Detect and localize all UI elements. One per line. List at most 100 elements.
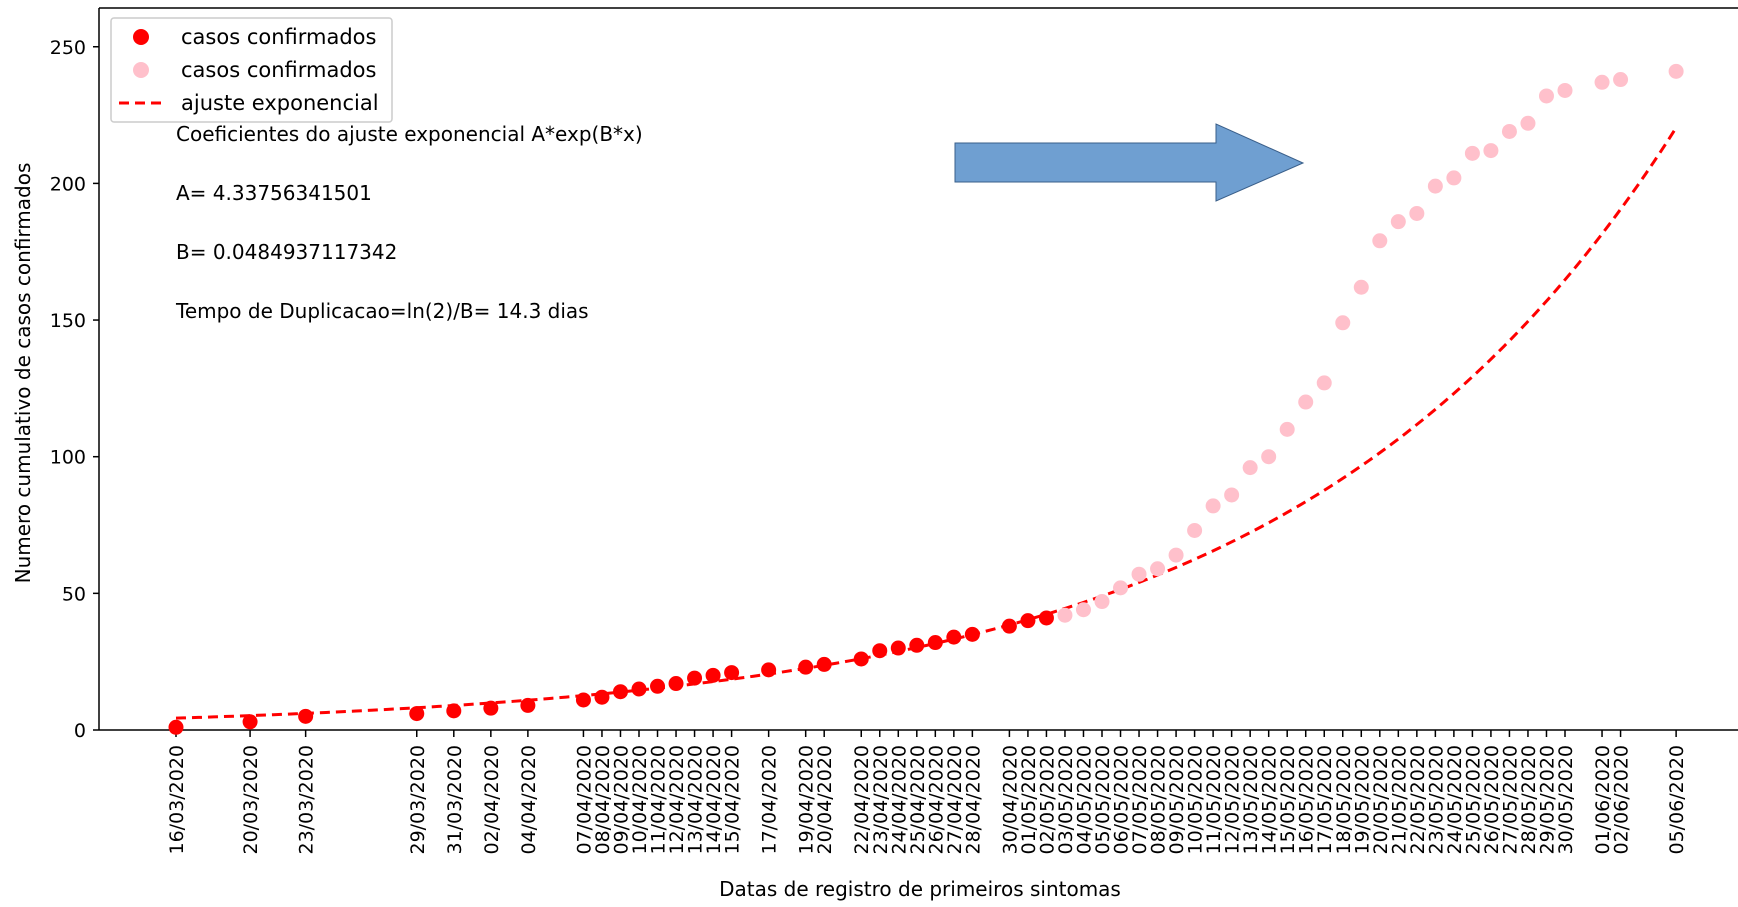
x-tick-label: 01/05/2020	[1018, 745, 1040, 855]
data-point-confirmed-later	[1446, 170, 1462, 186]
x-tick-label: 11/04/2020	[648, 745, 670, 855]
x-tick-label: 04/04/2020	[518, 745, 540, 855]
x-tick-label: 19/05/2020	[1351, 745, 1373, 855]
data-point-confirmed-later	[1372, 233, 1388, 249]
x-tick-label: 30/04/2020	[999, 745, 1021, 855]
data-point-confirmed	[890, 640, 906, 656]
x-tick-label: 02/06/2020	[1611, 745, 1633, 855]
y-tick-label: 100	[50, 447, 86, 469]
y-ticks: 0 50 100 150 200 250	[50, 37, 99, 742]
data-point-confirmed	[668, 676, 684, 692]
x-tick-label: 28/05/2020	[1518, 745, 1540, 855]
x-tick-label: 06/05/2020	[1111, 745, 1133, 855]
data-point-confirmed	[853, 651, 869, 667]
data-point-confirmed	[1020, 613, 1036, 629]
x-tick-label: 25/04/2020	[907, 745, 929, 855]
fit-curve	[175, 126, 1678, 720]
data-point-confirmed-later	[1298, 394, 1314, 410]
x-tick-label: 09/04/2020	[610, 745, 632, 855]
data-point-confirmed-later	[1390, 214, 1406, 230]
arrow-shape	[954, 123, 1305, 202]
x-tick-label: 26/05/2020	[1481, 745, 1503, 855]
annotation-a: A= 4.33756341501	[176, 181, 372, 205]
data-point-confirmed-later	[1205, 498, 1221, 514]
annotation-title: Coeficientes do ajuste exponencial A*exp…	[176, 122, 643, 146]
legend: casos confirmados casos confirmados ajus…	[110, 17, 393, 123]
x-ticks: 16/03/2020 20/03/2020 23/03/2020 29/03/2020…	[166, 730, 1688, 855]
data-point-confirmed-later	[1409, 205, 1425, 221]
x-tick-label: 17/05/2020	[1314, 745, 1336, 855]
data-point-confirmed	[705, 667, 721, 683]
data-point-confirmed	[520, 697, 536, 713]
y-tick-label: 250	[50, 37, 86, 59]
x-tick-label: 31/03/2020	[444, 745, 466, 855]
x-tick-label: 28/04/2020	[962, 745, 984, 855]
x-tick-label: 08/04/2020	[592, 745, 614, 855]
y-tick-label: 0	[74, 720, 86, 742]
x-tick-label: 16/05/2020	[1296, 745, 1318, 855]
data-point-confirmed	[927, 635, 943, 651]
data-point-confirmed	[168, 719, 184, 735]
data-point-confirmed-later	[1335, 315, 1351, 331]
x-tick-label: 14/05/2020	[1259, 745, 1281, 855]
x-tick-label: 25/05/2020	[1462, 745, 1484, 855]
annotation-doubling: Tempo de Duplicacao=ln(2)/B= 14.3 dias	[175, 299, 589, 323]
x-tick-label: 27/04/2020	[944, 745, 966, 855]
x-tick-label: 30/05/2020	[1555, 745, 1577, 855]
y-tick-label: 50	[62, 583, 86, 605]
data-point-confirmed-later	[1501, 123, 1517, 139]
data-point-confirmed	[872, 643, 888, 659]
y-tick-label: 200	[50, 173, 86, 195]
x-tick-label: 10/05/2020	[1185, 745, 1207, 855]
x-tick-label: 13/05/2020	[1240, 745, 1262, 855]
data-point-confirmed-later	[1187, 522, 1203, 538]
data-point-confirmed-later	[1353, 279, 1369, 295]
data-point-confirmed-later	[1483, 143, 1499, 159]
legend-marker-confirmed-later	[133, 62, 149, 78]
x-tick-label: 29/03/2020	[407, 745, 429, 855]
legend-box	[110, 17, 393, 123]
data-point-confirmed-later	[1168, 547, 1184, 563]
x-tick-label: 07/04/2020	[573, 745, 595, 855]
data-point-confirmed	[1038, 610, 1054, 626]
data-point-confirmed-later	[1557, 82, 1573, 98]
x-tick-label: 23/05/2020	[1425, 745, 1447, 855]
data-point-confirmed	[446, 703, 462, 719]
x-tick-label: 14/04/2020	[703, 745, 725, 855]
data-point-confirmed	[1001, 618, 1017, 634]
x-tick-label: 02/04/2020	[481, 745, 503, 855]
x-tick-label: 24/05/2020	[1444, 745, 1466, 855]
data-point-confirmed	[298, 708, 314, 724]
x-tick-label: 29/05/2020	[1536, 745, 1558, 855]
data-point-confirmed-later	[1242, 460, 1258, 476]
data-point-confirmed	[724, 665, 740, 681]
x-tick-label: 20/03/2020	[240, 745, 262, 855]
legend-label-confirmed-later: casos confirmados	[181, 58, 376, 82]
data-point-confirmed	[575, 692, 591, 708]
data-point-confirmed-later	[1057, 607, 1073, 623]
x-tick-label: 22/05/2020	[1407, 745, 1429, 855]
data-point-confirmed-later	[1316, 375, 1332, 391]
data-point-confirmed	[964, 626, 980, 642]
data-point-confirmed	[687, 670, 703, 686]
legend-label-confirmed: casos confirmados	[181, 25, 376, 49]
x-tick-label: 05/06/2020	[1666, 745, 1688, 855]
x-tick-label: 19/04/2020	[796, 745, 818, 855]
data-point-confirmed-later	[1427, 178, 1443, 194]
x-tick-label: 23/03/2020	[296, 745, 318, 855]
data-point-confirmed	[631, 681, 647, 697]
x-tick-label: 17/04/2020	[759, 745, 781, 855]
data-point-confirmed	[946, 629, 962, 645]
data-points	[168, 63, 1684, 735]
data-point-confirmed-later	[1094, 594, 1110, 610]
data-point-confirmed	[798, 659, 814, 675]
x-tick-label: 05/05/2020	[1092, 745, 1114, 855]
x-tick-label: 10/04/2020	[629, 745, 651, 855]
data-point-confirmed	[650, 678, 666, 694]
data-point-confirmed	[242, 714, 258, 730]
y-axis-label: Numero cumulativo de casos confirmados	[11, 163, 35, 584]
data-point-confirmed	[594, 689, 610, 705]
x-tick-label: 02/05/2020	[1036, 745, 1058, 855]
x-tick-label: 26/04/2020	[925, 745, 947, 855]
